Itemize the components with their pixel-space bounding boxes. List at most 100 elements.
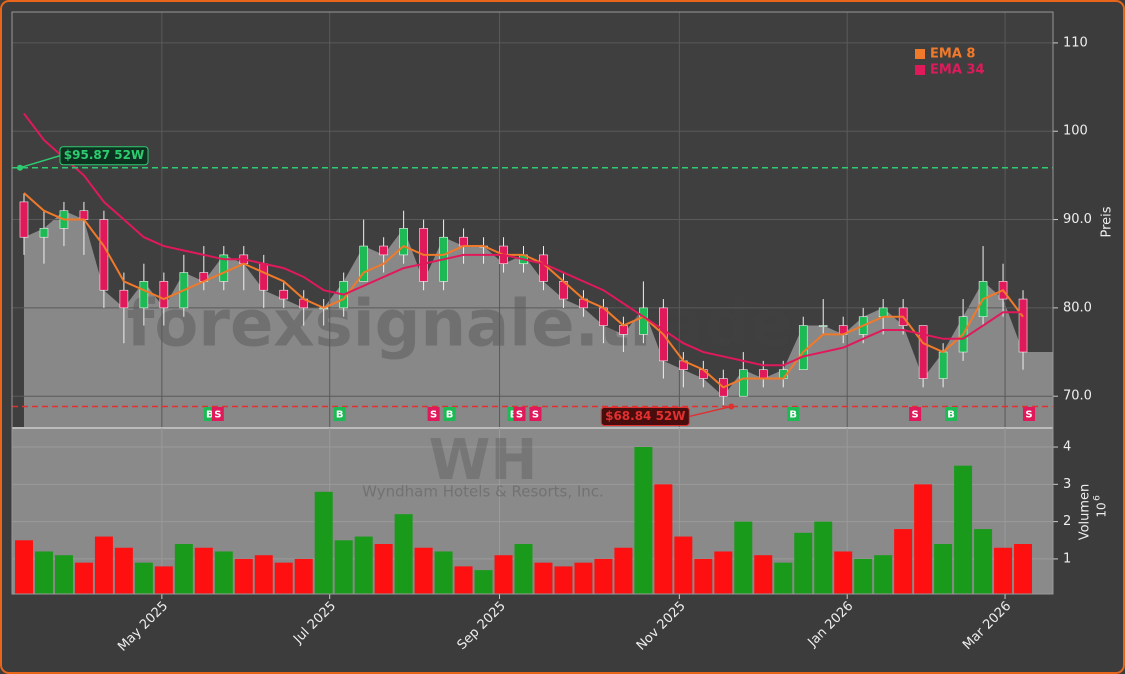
annotation-arrow xyxy=(19,154,61,169)
signal-label: S xyxy=(430,410,437,421)
y-tick-label: 110 xyxy=(1063,35,1088,50)
volume-bar xyxy=(494,555,513,594)
volume-bar xyxy=(334,540,353,594)
company-watermark: Wyndham Hotels & Resorts, Inc. xyxy=(362,483,604,501)
volume-bar xyxy=(874,555,893,594)
y-axis-unit-exponent: 6 xyxy=(1093,495,1103,501)
annotation-label: $95.87 52W xyxy=(64,148,144,162)
candle-body xyxy=(758,369,768,379)
volume-bar xyxy=(634,447,653,594)
volume-bar xyxy=(674,536,693,594)
volume-bar xyxy=(14,540,33,594)
candle-body xyxy=(739,369,748,397)
volume-bar xyxy=(94,536,113,594)
y-tick-label: 3 xyxy=(1063,477,1071,492)
signal-label: S xyxy=(516,410,523,421)
signal-marker xyxy=(787,407,800,421)
y-axis-label: Volumen xyxy=(1078,484,1093,541)
volume-bar xyxy=(374,544,393,594)
signal-label: S xyxy=(912,410,919,421)
candle-body xyxy=(379,245,388,256)
volume-bar xyxy=(394,514,413,594)
signal-label: S xyxy=(532,410,539,421)
signal-label: S xyxy=(214,410,221,421)
y-axis-label: Preis xyxy=(1100,206,1115,237)
volume-bar xyxy=(454,566,473,594)
y-tick-label: 4 xyxy=(1063,440,1071,455)
volume-bar xyxy=(734,521,753,594)
candle-body xyxy=(119,289,129,309)
signal-label: B xyxy=(336,410,344,421)
volume-bar xyxy=(154,566,173,594)
volume-bar xyxy=(914,484,933,594)
volume-bar xyxy=(954,465,973,594)
volume-bar xyxy=(754,555,773,594)
volume-bar xyxy=(694,558,713,594)
candle-body xyxy=(459,236,468,247)
legend-swatch xyxy=(915,65,925,75)
volume-bar xyxy=(194,547,213,594)
volume-bar xyxy=(434,551,453,594)
volume-bar xyxy=(514,544,533,594)
candle-body xyxy=(539,254,548,282)
volume-bar xyxy=(814,521,833,594)
annotation-box xyxy=(600,406,690,426)
volume-bar xyxy=(654,484,673,594)
volume-bar xyxy=(274,562,293,594)
volume-bar xyxy=(714,551,733,594)
annotation-box xyxy=(59,146,149,166)
signal-marker xyxy=(529,407,542,421)
volume-bar xyxy=(774,562,793,594)
volume-bar xyxy=(994,547,1013,594)
signal-marker xyxy=(1023,407,1036,421)
signal-label: B xyxy=(446,410,454,421)
price-area xyxy=(23,210,1053,428)
annotation-arrow xyxy=(689,405,732,418)
candle-body xyxy=(1018,298,1028,353)
volume-bar xyxy=(234,558,253,594)
volume-bar xyxy=(414,547,433,594)
signal-marker xyxy=(333,407,346,421)
signal-marker xyxy=(211,407,224,421)
volume-bar xyxy=(54,555,73,594)
volume-bar xyxy=(594,558,613,594)
y-tick-label: 80.0 xyxy=(1063,300,1092,315)
volume-bar xyxy=(254,555,273,594)
volume-bar xyxy=(114,547,133,594)
watermark: forexsignale.trade xyxy=(127,288,794,362)
ema-line xyxy=(23,112,1024,367)
y-tick-label: 90.0 xyxy=(1063,212,1092,227)
candle-body xyxy=(619,325,628,335)
signal-label: B xyxy=(947,410,955,421)
annotation-label: $68.84 52W xyxy=(605,409,685,423)
candle-body xyxy=(279,289,289,300)
volume-bar xyxy=(834,551,853,594)
y-axis-unit: 10 xyxy=(1095,502,1109,517)
candle-body xyxy=(639,307,648,335)
candle-body xyxy=(818,325,828,327)
volume-bar xyxy=(214,551,233,594)
volume-bar xyxy=(894,529,913,594)
volume-bar xyxy=(134,562,153,594)
volume-bar xyxy=(174,544,193,594)
volume-bar xyxy=(34,551,53,594)
volume-bar xyxy=(1014,544,1033,594)
volume-bar xyxy=(854,558,873,594)
ema-line xyxy=(23,192,1024,389)
signal-label: B xyxy=(789,410,797,421)
volume-bar xyxy=(534,562,553,594)
candle-body xyxy=(19,201,29,238)
signal-label: S xyxy=(1025,410,1032,421)
signal-marker xyxy=(909,407,922,421)
y-tick-label: 1 xyxy=(1063,551,1071,566)
candle-body xyxy=(938,351,948,379)
y-tick-label: 100 xyxy=(1063,124,1088,139)
volume-bar xyxy=(294,558,313,594)
legend-swatch xyxy=(915,49,925,59)
candle-body xyxy=(878,307,888,318)
candle-body xyxy=(918,325,928,379)
candle-body xyxy=(39,228,49,238)
signal-label: B xyxy=(206,410,214,421)
volume-bar xyxy=(314,491,333,594)
